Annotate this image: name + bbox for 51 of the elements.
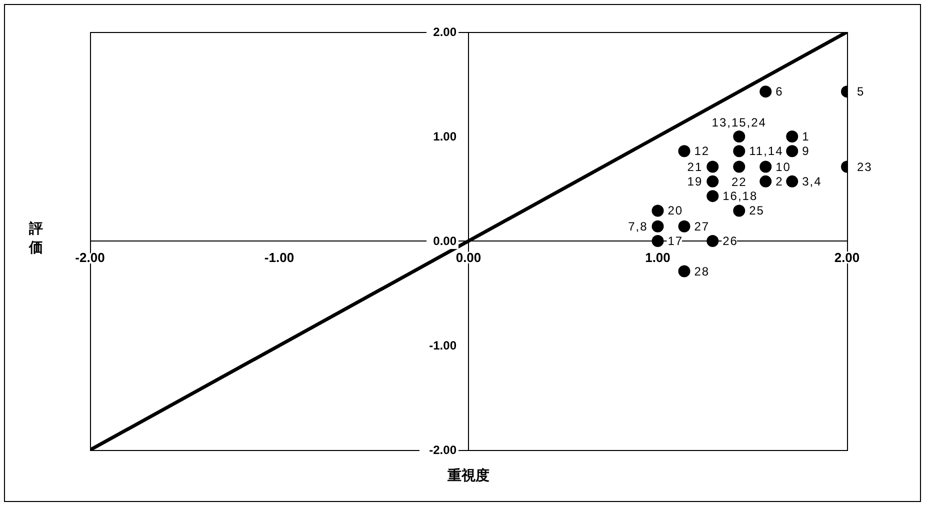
y-tick-label: -1.00: [429, 338, 457, 352]
point: [706, 235, 719, 247]
point: [678, 265, 690, 278]
point: [706, 160, 719, 173]
point: [786, 130, 798, 142]
annotation: 13,15,24: [712, 116, 766, 130]
point: [706, 190, 719, 202]
point: [786, 175, 798, 188]
y-tick-label: 2.00: [433, 25, 457, 39]
point: [652, 235, 664, 247]
annotation: 19: [687, 174, 703, 188]
annotation: 20: [668, 204, 684, 218]
annotation: 6: [776, 84, 784, 99]
point: [652, 204, 664, 217]
annotation: 23: [857, 160, 872, 174]
annotation: 27: [694, 219, 710, 234]
point: [786, 145, 798, 158]
point: [678, 145, 690, 158]
x-tick-label: 1.00: [645, 250, 670, 265]
annotation: 11,14: [749, 144, 784, 158]
annotation: 3,4: [802, 174, 822, 188]
point: [760, 175, 772, 188]
point: [733, 160, 746, 173]
y-axis-title: 評価: [28, 220, 43, 255]
annotation: 10: [776, 160, 791, 174]
annotation: 28: [694, 264, 710, 278]
x-tick-label: -1.00: [264, 250, 294, 265]
x-axis-title: 重視度: [446, 467, 490, 483]
point: [760, 160, 772, 173]
y-tick-label: 0.00: [433, 234, 457, 248]
point: [733, 130, 746, 142]
y-tick-label: 1.00: [433, 130, 457, 144]
annotation: 5: [857, 84, 865, 99]
annotation: 21: [687, 160, 703, 174]
annotation: 25: [749, 204, 764, 218]
annotation: 1: [802, 130, 810, 144]
annotation: 16,18: [722, 189, 758, 204]
annotation: 17: [668, 234, 684, 248]
annotation: 7,8: [628, 219, 648, 234]
annotation: 9: [802, 144, 810, 158]
annotation: 12: [694, 144, 710, 158]
point: [733, 145, 746, 158]
point: [760, 86, 772, 98]
point: [678, 220, 690, 232]
y-tick-label: -2.00: [429, 443, 457, 457]
annotation: 2: [776, 174, 784, 188]
annotation: 22: [731, 174, 747, 189]
annotation: 26: [722, 234, 738, 248]
point: [706, 175, 719, 188]
point: [652, 220, 664, 232]
point: [733, 204, 746, 217]
